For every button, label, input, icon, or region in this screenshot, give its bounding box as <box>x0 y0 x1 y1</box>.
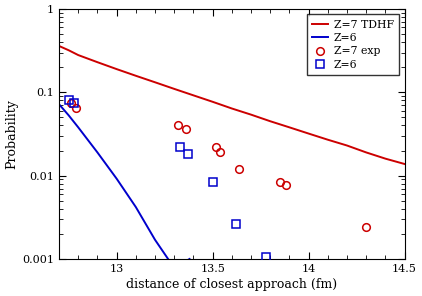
Legend: Z=7 TDHF, Z=6, Z=7 exp, Z=6: Z=7 TDHF, Z=6, Z=7 exp, Z=6 <box>306 15 399 75</box>
X-axis label: distance of closest approach (fm): distance of closest approach (fm) <box>126 278 337 291</box>
Y-axis label: Probability: Probability <box>5 99 18 169</box>
